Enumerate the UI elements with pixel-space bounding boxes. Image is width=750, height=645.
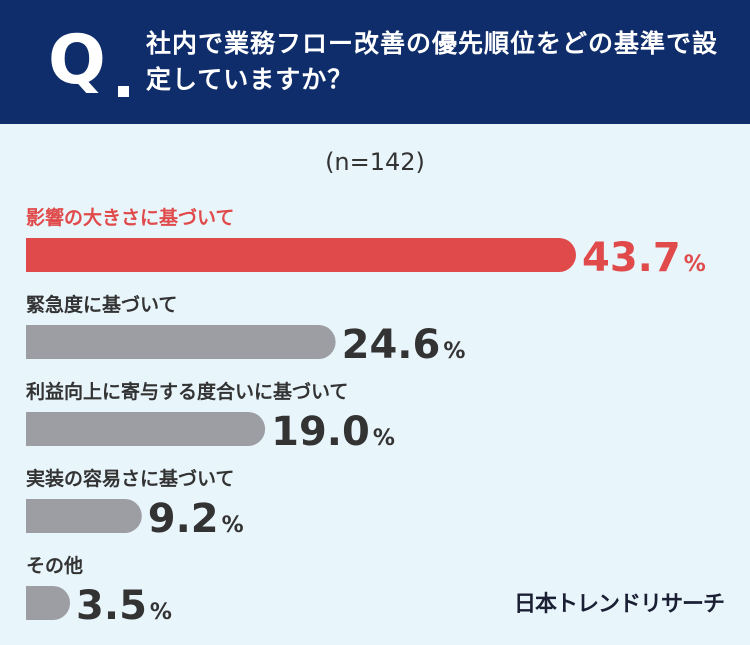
- question-header: Q 社内で業務フロー改善の優先順位をどの基準で設定していますか？: [0, 0, 750, 124]
- q-dot-decoration: [118, 86, 129, 97]
- category-label: 影響の大きさに基づいて: [26, 206, 234, 229]
- bar: [26, 499, 142, 533]
- value-label: 9.2%: [148, 496, 244, 542]
- brand-logo-text: 日本トレンドリサーチ: [514, 592, 725, 617]
- bar: [26, 325, 336, 359]
- category-label: 利益向上に寄与する度合いに基づいて: [26, 380, 348, 403]
- value-label: 19.0%: [271, 409, 395, 455]
- q-mark: Q: [48, 21, 106, 100]
- bar: [26, 412, 266, 446]
- category-label: 実装の容易さに基づいて: [26, 467, 234, 490]
- value-label: 24.6%: [342, 322, 466, 368]
- sample-size: (n=142): [325, 148, 425, 176]
- question-text: 社内で業務フロー改善の優先順位をどの基準で設定していますか？: [146, 29, 719, 94]
- bar: [26, 238, 576, 272]
- bar: [26, 586, 71, 620]
- category-label: その他: [26, 554, 83, 577]
- value-label: 43.7%: [582, 235, 706, 281]
- category-label: 緊急度に基づいて: [26, 293, 177, 316]
- value-label: 3.5%: [76, 583, 172, 629]
